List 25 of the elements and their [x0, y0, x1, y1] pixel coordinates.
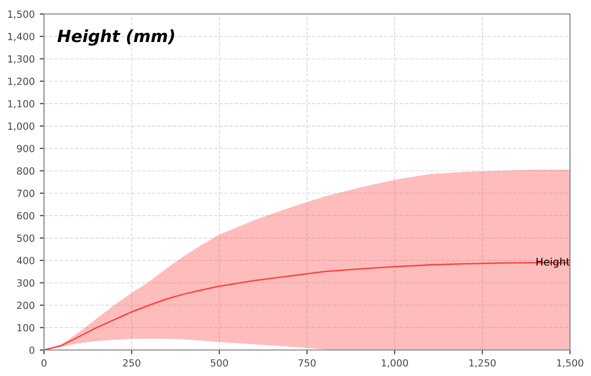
y-tick-label: 1,500 — [8, 10, 34, 19]
y-tick-label: 600 — [17, 212, 34, 220]
x-tick-label: 250 — [123, 359, 140, 367]
x-tick-label: 1,250 — [469, 359, 496, 368]
series-label: Height — [536, 258, 570, 268]
x-tick-label: 500 — [210, 359, 228, 367]
y-tick-label: 500 — [17, 234, 34, 242]
y-tick-label: 800 — [17, 167, 34, 175]
x-tick-label: 0 — [42, 359, 46, 367]
y-tick-label: 1,400 — [8, 32, 34, 42]
y-tick-label: 700 — [17, 190, 34, 198]
y-tick-label: 1,200 — [8, 78, 34, 86]
x-tick-label: 750 — [298, 359, 316, 367]
y-tick-label: 1,100 — [8, 100, 34, 108]
y-tick-label: 400 — [16, 256, 34, 264]
text: Height (mm) — [58, 29, 174, 46]
y-tick-label: 1,300 — [8, 55, 34, 64]
y-tick-label: 300 — [17, 279, 34, 287]
x-tick-label: 1,500 — [557, 359, 584, 368]
y-tick-label: 1,000 — [8, 122, 34, 131]
y-tick-label: 0 — [29, 346, 34, 354]
x-tick-label: 1,000 — [382, 359, 408, 368]
y-tick-label: 200 — [17, 302, 34, 310]
y-tick-label: 900 — [17, 144, 34, 152]
y-tick-label: 100 — [17, 324, 34, 332]
